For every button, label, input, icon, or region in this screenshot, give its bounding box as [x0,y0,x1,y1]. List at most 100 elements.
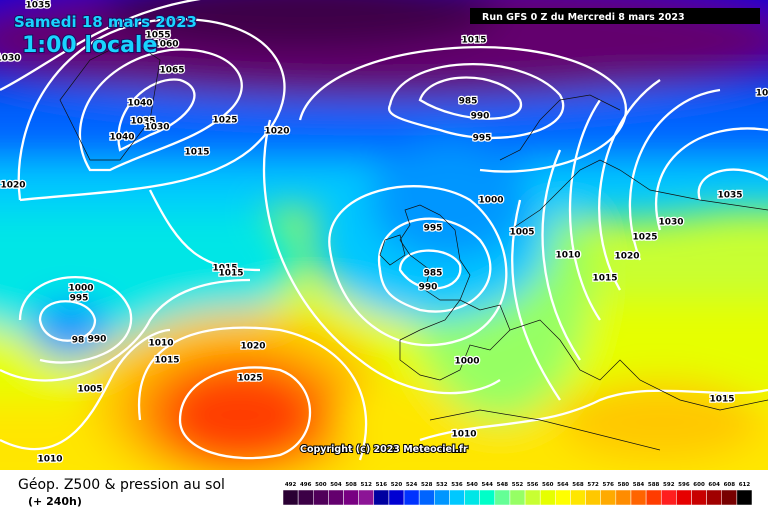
scale-swatch [615,489,632,506]
scale-swatch [721,489,738,506]
scale-swatch [524,489,541,506]
scale-swatch [313,489,329,506]
scale-label: 588 [648,482,660,488]
isobar-label: 1020 [614,252,639,262]
isobar-label: 1015 [709,395,734,405]
scale-swatch [691,489,707,506]
isobar-label: 1000 [478,196,503,206]
scale-label: 584 [633,482,645,488]
isobar-label: 1005 [77,385,102,395]
scale-swatch [403,489,420,506]
scale-label: 540 [466,482,478,488]
isobar-label: 985 [459,97,478,107]
scale-label: 568 [572,482,584,488]
isobar-label: 1040 [109,133,134,143]
isobar-label: 1040 [127,99,152,109]
run-info: Run GFS 0 Z du Mercredi 8 mars 2023 [482,12,685,23]
scale-swatch [388,489,405,506]
time-label: 1:00 locale [22,33,157,58]
scale-swatch [358,489,375,506]
run-box [470,8,760,24]
scale-label: 556 [527,482,539,488]
scale-swatch [736,489,753,506]
isobar-label: 1020 [0,181,25,191]
scale-swatch [418,489,435,506]
isobar-label: 1000 [454,357,479,367]
isobar-label: 1015 [592,274,617,284]
isobar-label: 1015 [154,356,179,366]
scale-swatch [509,489,526,506]
scale-label: 580 [618,482,630,488]
color-scale: 492 496 500 504 508 512 516 520 524 528 532 536 540 5… [282,482,753,506]
scale-swatch [297,489,314,506]
scale-label: 516 [376,482,388,488]
scale-label: 592 [663,482,675,488]
isobar-label: 1025 [237,374,262,384]
scale-swatch [328,489,344,506]
scale-label: 572 [587,482,599,488]
isobar-label: 1025 [212,116,237,126]
isobar-label: 995 [424,224,443,234]
isobar-label: 1010 [148,339,173,349]
footer-title: Géop. Z500 & pression au sol [18,477,225,493]
isobar-label: 1030 [0,54,21,64]
isobar-label: 1015 [184,148,209,158]
scale-swatch [570,489,586,506]
scale-label: 492 [285,482,297,488]
isobar-label: 1060 [153,40,178,50]
scale-swatch [585,489,601,506]
scale-swatch [434,489,450,506]
isobar-label: 1035 [130,117,155,127]
scale-swatch [479,489,496,506]
isobar-label: 1015 [212,264,237,274]
scale-swatch [494,489,511,506]
scale-label: 576 [603,482,615,488]
scale-swatch [373,489,390,506]
scale-label: 500 [315,482,327,488]
copyright: Copyright (c) 2023 Meteociel.fr [300,444,468,455]
isobar-label: 1035 [25,1,50,11]
scale-swatch [464,489,480,506]
scale-label: 524 [406,482,418,488]
isobar-label: 98 [72,336,85,346]
isobar-label: 995 [70,294,89,304]
scale-label: 552 [512,482,524,488]
isobar-label: 1010 [37,455,62,465]
coastlines [59,39,768,451]
isobar-label: 995 [473,134,492,144]
isobar-label: 1030 [658,218,683,228]
scale-label: 560 [542,482,554,488]
scale-swatch [676,489,692,506]
isobar-label: 990 [419,283,438,293]
scale-swatch [706,489,722,506]
scale-label: 496 [300,482,312,488]
scale-label: 536 [451,482,463,488]
isobar-labels: 1035105510601065104010351030104010301025… [0,0,768,466]
scale-label: 548 [497,482,509,488]
isobars [0,0,768,461]
scale-label: 564 [557,482,569,488]
scale-label: 596 [678,482,690,488]
scale-label: 532 [436,482,448,488]
isobar-label: 985 [424,269,443,279]
scale-label: 604 [708,482,720,488]
isobar-label: 990 [471,112,490,122]
isobar-label: 1025 [632,233,657,243]
scale-label: 520 [391,482,403,488]
isobar-label: 1030 [144,123,169,133]
isobar-label: 1010 [555,251,580,261]
isobar-label: 1010 [451,430,476,440]
scale-swatch [645,489,662,506]
scale-swatch [539,489,556,506]
scale-swatch [600,489,617,506]
scale-label: 528 [421,482,433,488]
scale-swatch [343,489,359,506]
scale-label: 544 [481,482,493,488]
scale-swatch [555,489,571,506]
scale-label: 504 [330,482,342,488]
isobar-label: 10 [756,89,768,99]
footer-subtitle: (+ 240h) [28,495,82,508]
isobar-label: 1035 [717,191,742,201]
